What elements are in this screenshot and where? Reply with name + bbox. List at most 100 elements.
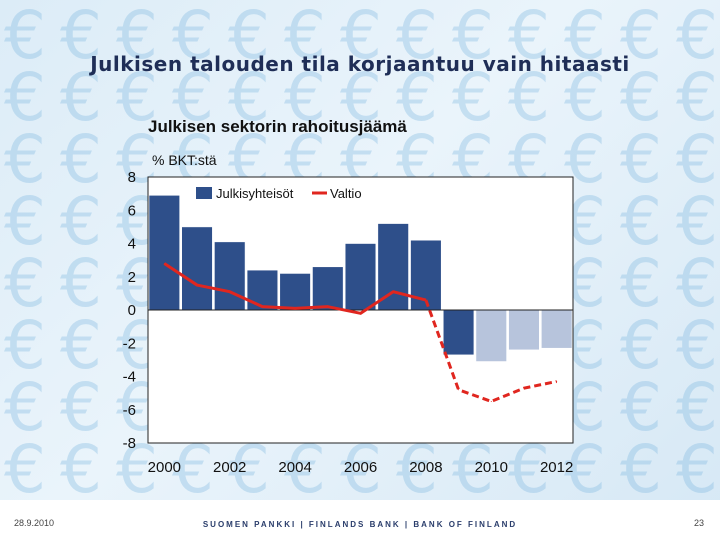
- y-tick-label: 8: [128, 169, 136, 186]
- x-tick-label: 2010: [475, 459, 508, 476]
- line-valtio-forecast: [424, 299, 557, 404]
- euro-glyph: €: [620, 369, 662, 446]
- euro-glyph: €: [4, 431, 46, 500]
- y-tick-label: -8: [123, 435, 136, 452]
- bar-julkisyhteisot: [475, 309, 507, 362]
- euro-glyph: €: [340, 59, 382, 136]
- y-tick-label: 6: [128, 202, 136, 219]
- euro-glyph: €: [228, 0, 270, 74]
- euro-glyph: €: [452, 0, 494, 74]
- point-valtio: [327, 306, 329, 308]
- euro-glyph: €: [508, 59, 550, 136]
- point-valtio: [360, 312, 361, 314]
- x-tick-label: 2002: [213, 459, 246, 476]
- euro-glyph: €: [676, 0, 718, 74]
- euro-glyph: €: [60, 431, 102, 500]
- euro-glyph: €: [4, 245, 46, 322]
- bar-julkisyhteisot: [148, 194, 180, 311]
- bar-julkisyhteisot: [312, 266, 344, 311]
- y-tick-label: 2: [128, 269, 136, 286]
- euro-glyph: €: [4, 307, 46, 384]
- footer-organization: SUOMEN PANKKI | FINLANDS BANK | BANK OF …: [202, 520, 518, 529]
- euro-glyph: €: [60, 307, 102, 384]
- point-valtio: [261, 306, 263, 308]
- euro-glyph: €: [60, 245, 102, 322]
- point-valtio: [556, 380, 558, 382]
- euro-glyph: €: [620, 0, 662, 74]
- euro-glyph: €: [4, 0, 46, 74]
- euro-glyph: €: [4, 121, 46, 198]
- x-tick-label: 2012: [540, 459, 573, 476]
- bar-julkisyhteisot: [508, 309, 540, 351]
- y-axis-unit-label: % BKT:stä: [152, 152, 217, 168]
- slide-title: Julkisen talouden tila korjaantuu vain h…: [90, 52, 630, 76]
- y-tick-label: -2: [123, 335, 136, 352]
- y-tick-label: 4: [128, 236, 136, 253]
- euro-glyph: €: [620, 59, 662, 136]
- point-valtio: [196, 284, 198, 286]
- euro-glyph: €: [396, 0, 438, 74]
- page-number: 23: [693, 518, 704, 528]
- footer-date: 28.9.2010: [14, 518, 55, 528]
- euro-glyph: €: [620, 431, 662, 500]
- bar-julkisyhteisot: [214, 241, 246, 311]
- x-tick-label: 2000: [148, 459, 181, 476]
- euro-glyph: €: [284, 59, 326, 136]
- euro-glyph: €: [508, 0, 550, 74]
- euro-glyph: €: [452, 59, 494, 136]
- euro-glyph: €: [228, 59, 270, 136]
- x-tick-label: 2004: [278, 459, 311, 476]
- x-tick-label: 2006: [344, 459, 377, 476]
- euro-glyph: €: [60, 59, 102, 136]
- bar-julkisyhteisot: [279, 273, 311, 311]
- point-valtio: [490, 400, 492, 402]
- euro-glyph: €: [620, 183, 662, 260]
- bar-julkisyhteisot: [442, 309, 475, 356]
- euro-glyph: €: [116, 0, 158, 74]
- point-valtio: [392, 291, 394, 293]
- y-tick-label: -4: [123, 369, 136, 386]
- euro-glyph: €: [172, 0, 214, 74]
- euro-glyph: €: [116, 59, 158, 136]
- euro-glyph: €: [4, 183, 46, 260]
- point-valtio: [294, 307, 296, 309]
- euro-glyph: €: [4, 369, 46, 446]
- euro-glyph: €: [676, 369, 718, 446]
- point-valtio: [458, 389, 460, 391]
- bar-julkisyhteisot: [181, 226, 213, 311]
- x-tick-label: 2008: [409, 459, 442, 476]
- point-valtio: [523, 387, 525, 389]
- euro-glyph: €: [340, 0, 382, 74]
- euro-glyph: €: [676, 183, 718, 260]
- euro-glyph: €: [620, 121, 662, 198]
- point-valtio: [425, 299, 427, 301]
- bar-julkisyhteisot: [344, 243, 377, 311]
- euro-glyph: €: [172, 59, 214, 136]
- euro-glyph: €: [676, 121, 718, 198]
- euro-glyph: €: [620, 307, 662, 384]
- y-tick-label: -6: [123, 402, 136, 419]
- euro-glyph: €: [60, 121, 102, 198]
- euro-glyph: €: [60, 183, 102, 260]
- footer-bar: [0, 500, 720, 540]
- euro-glyph: €: [4, 59, 46, 136]
- legend-swatch-julkisyhteisot: [196, 187, 212, 199]
- euro-glyph: €: [676, 307, 718, 384]
- legend-label-julkisyhteisot: Julkisyhteisöt: [216, 186, 294, 201]
- euro-glyph: €: [60, 0, 102, 74]
- bar-julkisyhteisot: [246, 269, 279, 311]
- euro-glyph: €: [564, 59, 606, 136]
- euro-glyph: €: [60, 369, 102, 446]
- y-tick-label: 0: [128, 302, 136, 319]
- euro-glyph: €: [620, 245, 662, 322]
- point-valtio: [163, 262, 165, 264]
- euro-glyph: €: [564, 0, 606, 74]
- point-valtio: [229, 291, 231, 293]
- euro-glyph: €: [676, 245, 718, 322]
- legend-label-valtio: Valtio: [330, 186, 362, 201]
- chart-title: Julkisen sektorin rahoitusjäämä: [148, 117, 407, 136]
- bar-julkisyhteisot: [541, 309, 573, 349]
- euro-glyph: €: [676, 59, 718, 136]
- euro-glyph: €: [396, 59, 438, 136]
